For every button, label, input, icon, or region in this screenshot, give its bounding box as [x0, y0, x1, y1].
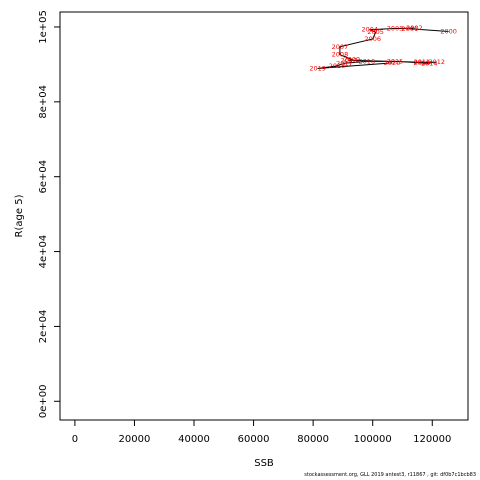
x-tick-label: 120000	[413, 434, 451, 445]
x-tick-label: 100000	[354, 434, 392, 445]
point-label-2005: 2005	[367, 28, 384, 36]
point-label-2007: 2007	[332, 43, 349, 51]
series	[317, 27, 449, 69]
point-label-2010: 2010	[341, 56, 358, 64]
point-label-2012: 2012	[428, 58, 445, 66]
point-label-2001: 2001	[402, 25, 419, 33]
point-label-2016: 2016	[358, 57, 375, 65]
x-tick-label: 80000	[297, 434, 329, 445]
x-axis-label: SSB	[254, 458, 274, 469]
y-tick-label: 4e+04	[38, 235, 49, 269]
point-label-2003: 2003	[387, 24, 404, 32]
x-axis: 0 20000 40000 60000 80000 100000 120000	[72, 420, 451, 445]
y-tick-label: 1e+05	[38, 10, 49, 44]
point-label-2013: 2013	[414, 59, 431, 67]
point-label-2004: 2004	[361, 26, 378, 34]
plot-frame	[59, 11, 469, 421]
point-label-2011: 2011	[414, 58, 431, 66]
point-label-2008: 2008	[332, 51, 349, 59]
x-tick-label: 60000	[238, 434, 270, 445]
y-tick-label: 8e+04	[38, 85, 49, 119]
point-label-2002: 2002	[406, 24, 423, 32]
y-tick-label: 0e+00	[38, 384, 49, 418]
point-label-2009: 2009	[344, 56, 361, 64]
point-label-2020: 2020	[384, 59, 401, 67]
x-tick-label: 20000	[119, 434, 151, 445]
y-tick-label: 2e+04	[38, 310, 49, 344]
point-label-2006: 2006	[364, 35, 381, 43]
y-tick-label: 6e+04	[38, 160, 49, 194]
stock-recruit-line	[317, 27, 449, 69]
point-label-2015: 2015	[387, 57, 404, 65]
y-axis-label: R(age 5)	[14, 194, 25, 237]
x-tick-label: 0	[72, 434, 78, 445]
point-label-2000: 2000	[440, 27, 457, 35]
point-label-2019: 2019	[309, 65, 326, 73]
x-tick-label: 40000	[178, 434, 210, 445]
y-axis: 0e+00 2e+04 4e+04 6e+04 8e+04 1e+05	[38, 10, 60, 418]
point-label-2014: 2014	[421, 59, 438, 67]
point-label-2017: 2017	[336, 59, 353, 67]
point-label-2018: 2018	[329, 62, 346, 70]
footer-credit: stockassessment.org, GLL 2019 antest3, r…	[304, 472, 476, 478]
